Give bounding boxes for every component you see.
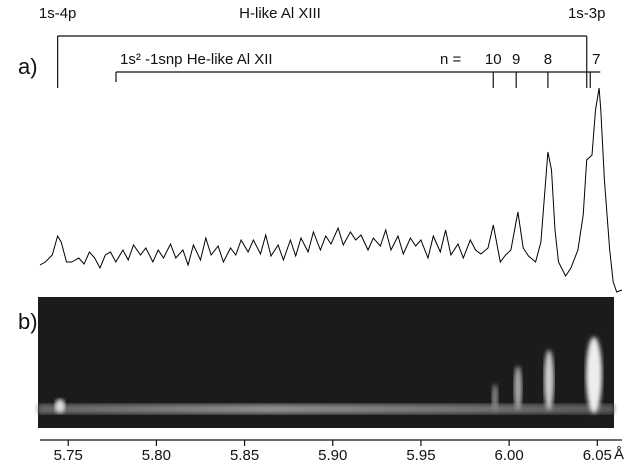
panel-label: a) [18,54,38,79]
line-label: 1s-4p [39,5,77,22]
line-label: 1s-3p [568,5,606,22]
he-like-label: 1s² -1snp He-like Al XII [120,51,273,68]
x-tick-label: 5.90 [318,447,347,464]
image-spot [514,366,522,410]
x-tick-label: 5.85 [230,447,259,464]
image-spot [55,399,65,413]
line-label: 9 [512,51,520,68]
h-like-label: H-like Al XIII [239,5,321,22]
x-tick-label: 6.05 [583,447,612,464]
image-spot [544,350,554,410]
detector-image [38,297,614,428]
line-label: 8 [544,51,552,68]
x-tick-label: 5.95 [406,447,435,464]
line-label: 7 [592,51,600,68]
image-spot [492,384,498,412]
image-streak [38,404,614,414]
n-label: n = [440,51,462,68]
line-label: 10 [485,51,502,68]
x-tick-label: 5.80 [142,447,171,464]
x-unit: Å [614,446,624,463]
panel-label: b) [18,309,38,334]
x-tick-label: 6.00 [495,447,524,464]
spectrum-line [39,87,623,293]
image-spot [586,337,602,413]
x-tick-label: 5.75 [54,447,83,464]
